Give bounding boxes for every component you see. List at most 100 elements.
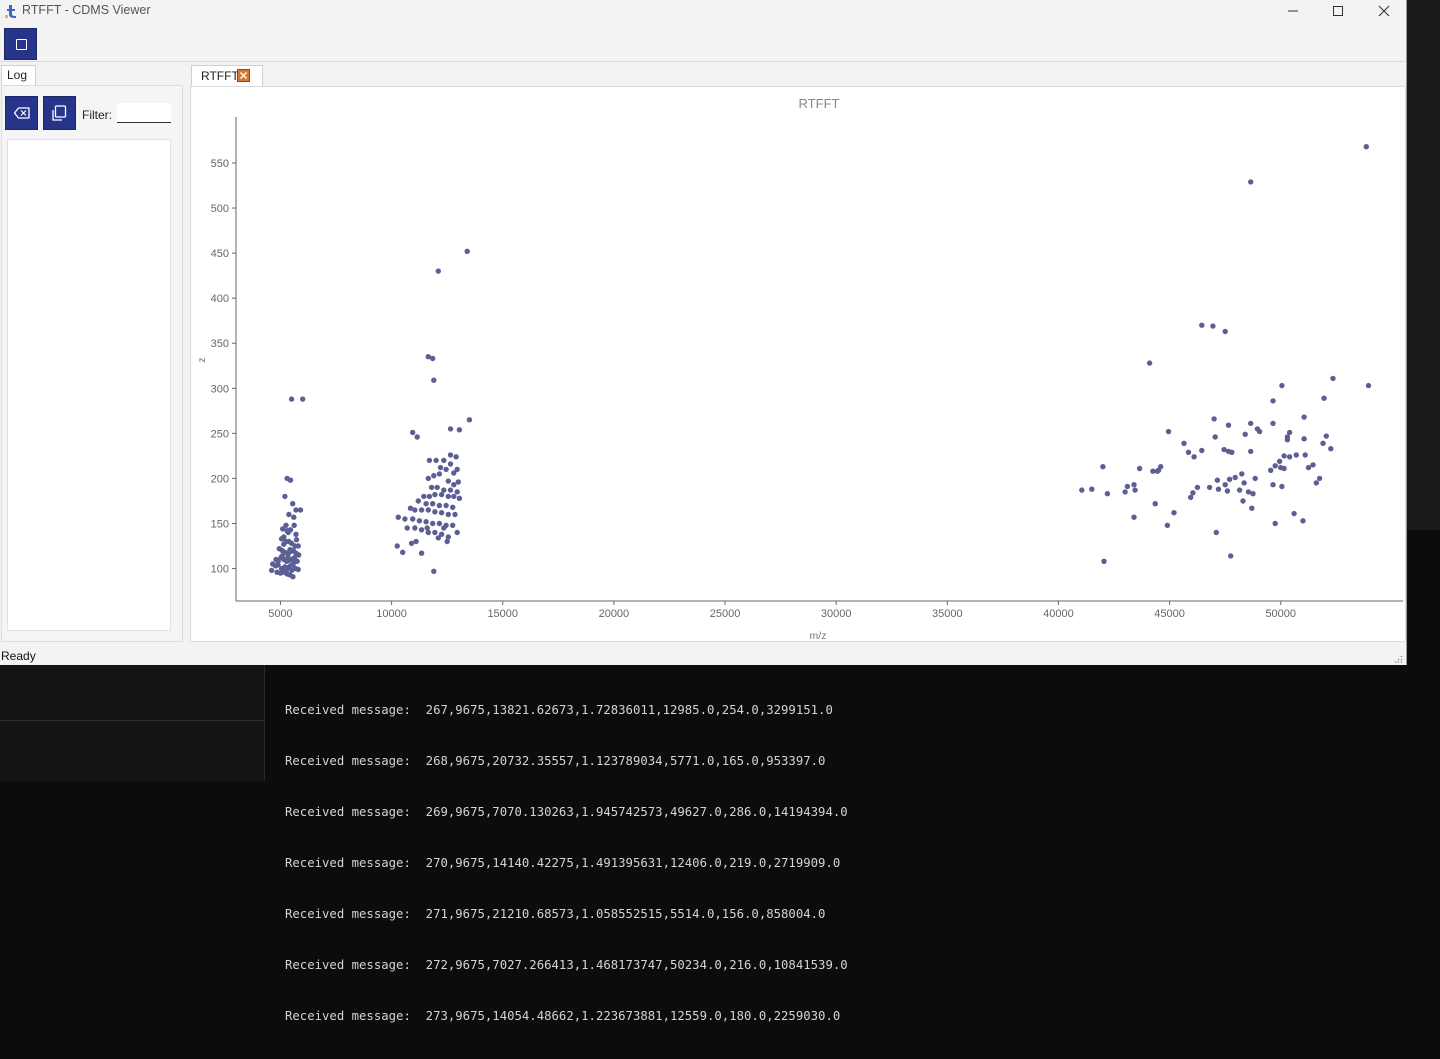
app-icon [5, 5, 16, 18]
data-point [1214, 477, 1221, 483]
x-axis-label: m/z [810, 630, 827, 641]
data-point [1249, 505, 1255, 511]
data-point [1224, 488, 1231, 494]
data-point [414, 434, 420, 440]
data-point [1211, 416, 1217, 422]
tab-log[interactable]: Log [1, 65, 36, 85]
data-point [445, 534, 451, 540]
data-point [436, 471, 443, 477]
title-bar[interactable]: RTFFT - CDMS Viewer [0, 0, 1406, 22]
data-point [1330, 375, 1336, 382]
data-point [1276, 458, 1283, 464]
log-list[interactable] [7, 139, 171, 631]
data-point [1225, 422, 1232, 428]
data-point [443, 502, 449, 509]
close-tab-button[interactable] [237, 69, 250, 82]
terminal-line: Received message: 269,9675,7070.130263,1… [285, 805, 848, 819]
data-point [445, 478, 451, 484]
data-point [295, 566, 301, 573]
x-tick-label: 5000 [268, 608, 292, 620]
terminal-line: Received message: 273,9675,14054.48662,1… [285, 1009, 841, 1023]
data-point [1152, 501, 1158, 507]
data-point [447, 426, 454, 432]
data-point [410, 516, 416, 522]
data-point [291, 514, 297, 520]
chart-axes: 5000 10000 15000 20000 25000 30000 35000 40000 4… [211, 117, 1403, 620]
data-point [1229, 449, 1235, 455]
data-point [1279, 483, 1285, 490]
close-tab-icon [240, 72, 247, 79]
plot-panel[interactable]: RTFFT 5000 10000 15000 20000 25000 30000 35000… [190, 86, 1406, 642]
copy-log-button[interactable] [43, 96, 76, 130]
copy-icon [52, 105, 67, 121]
tab-log-label: Log [7, 68, 28, 82]
data-point [1301, 414, 1307, 420]
app-window: RTFFT - CDMS Viewer Log [0, 0, 1407, 665]
minimize-button[interactable] [1270, 0, 1316, 22]
data-point [1270, 398, 1276, 404]
data-point [400, 549, 406, 555]
log-panel: Filter: [1, 85, 183, 642]
data-point [430, 355, 436, 362]
data-point [1270, 420, 1276, 427]
data-point [432, 491, 438, 498]
data-point [425, 354, 431, 360]
data-point [1328, 446, 1334, 452]
data-point [432, 509, 438, 515]
data-point [1154, 468, 1161, 474]
data-point [1199, 447, 1205, 454]
data-point [452, 511, 458, 518]
resize-grip-icon[interactable] [1395, 655, 1403, 663]
data-point [291, 559, 297, 565]
data-point [410, 429, 416, 436]
data-point [433, 457, 439, 464]
data-point [438, 510, 445, 516]
y-tick-label: 400 [211, 293, 229, 305]
data-point [1272, 463, 1278, 469]
clear-log-button[interactable] [5, 96, 38, 130]
data-point [300, 396, 306, 402]
y-tick-label: 300 [211, 383, 229, 395]
scatter-chart[interactable]: RTFFT 5000 10000 15000 20000 25000 30000 35000… [191, 87, 1405, 641]
data-point [451, 482, 457, 488]
close-window-button[interactable] [1361, 0, 1407, 22]
terminal-divider [0, 720, 264, 721]
data-point [1305, 464, 1312, 471]
data-point [287, 477, 294, 483]
y-tick-label: 550 [211, 158, 229, 170]
x-tick-label: 50000 [1265, 608, 1296, 620]
data-point [285, 554, 291, 560]
data-point [407, 505, 414, 511]
maximize-button[interactable] [1315, 0, 1361, 22]
terminal-background: Received message: 267,9675,13821.62673,1… [0, 665, 1440, 1023]
data-point [453, 454, 459, 460]
data-point [1300, 518, 1306, 524]
data-point [1281, 453, 1287, 459]
data-point [290, 574, 296, 580]
data-point [1302, 452, 1308, 458]
terminal-output: Received message: 267,9675,13821.62673,1… [285, 668, 848, 1059]
data-point [1171, 510, 1177, 516]
data-point [1242, 431, 1248, 437]
tab-rtfft[interactable]: RTFFT [191, 65, 263, 86]
data-point [395, 514, 401, 520]
data-point [288, 396, 295, 402]
filter-input[interactable] [117, 103, 171, 123]
background-window-edge [1407, 0, 1440, 530]
data-point [415, 498, 421, 504]
data-point [438, 531, 445, 537]
data-point [454, 489, 460, 495]
data-point [1245, 489, 1252, 495]
data-point [1365, 382, 1372, 389]
data-point [293, 507, 299, 513]
data-point [275, 562, 281, 568]
close-icon [1378, 5, 1390, 17]
data-point [1228, 553, 1234, 559]
data-point [408, 540, 415, 546]
y-tick-label: 100 [211, 564, 229, 576]
data-point [293, 531, 299, 537]
terminal-line: Received message: 272,9675,7027.266413,1… [285, 958, 848, 972]
stop-button[interactable] [4, 28, 37, 60]
data-point [291, 522, 297, 528]
data-point [1101, 558, 1107, 564]
